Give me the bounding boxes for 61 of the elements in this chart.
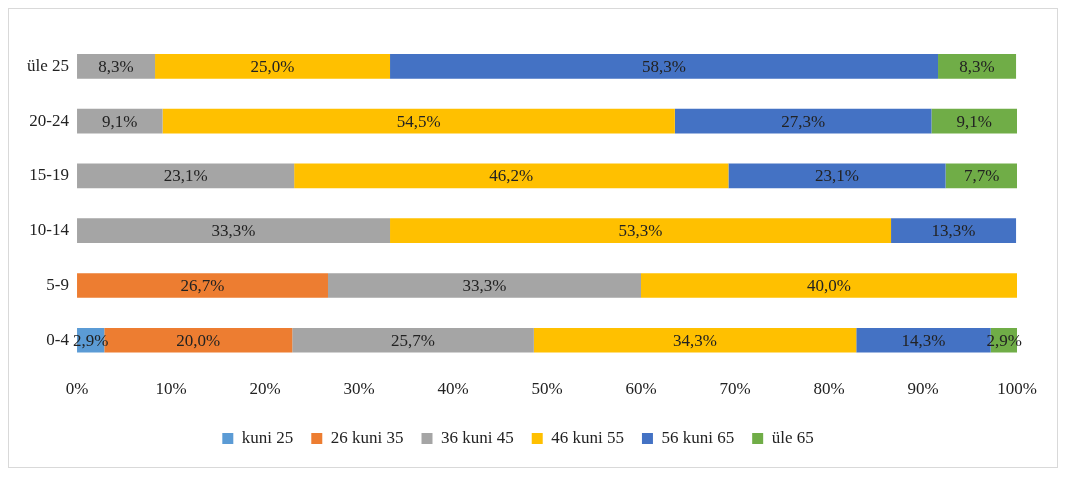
bar: [938, 54, 1017, 79]
bar: [155, 54, 391, 79]
x-tick-label: 30%: [343, 379, 375, 399]
data-label: 13,3%: [931, 221, 976, 241]
y-tick-label: üle 25: [26, 55, 70, 75]
data-label: 9,1%: [956, 111, 992, 131]
data-label: 46,2%: [489, 166, 534, 186]
legend-label: 46 kuni 55: [551, 427, 624, 447]
data-label: 33,3%: [211, 221, 256, 241]
legend-label: 36 kuni 45: [441, 427, 514, 447]
y-tick-label: 20-24: [29, 110, 70, 130]
data-label: 23,1%: [815, 166, 859, 186]
bar: [390, 218, 892, 244]
data-label: 40,0%: [807, 275, 851, 295]
data-label: 53,3%: [618, 221, 663, 241]
legend-label: 56 kuni 65: [661, 427, 735, 447]
legend-label: üle 65: [771, 427, 814, 447]
data-label: 23,1%: [163, 166, 208, 186]
bar: [674, 108, 932, 134]
bar: [728, 163, 946, 189]
x-tick-label: 70%: [719, 379, 751, 399]
data-label: 7,7%: [964, 166, 1000, 186]
x-tick-label: 40%: [437, 379, 469, 399]
x-tick-label: 80%: [813, 379, 845, 399]
y-tick-label: 5-9: [46, 274, 70, 294]
x-tick-label: 20%: [249, 379, 281, 399]
x-tick-label: 0%: [65, 379, 89, 399]
data-label: 26,7%: [180, 275, 225, 295]
x-tick-label: 60%: [625, 379, 657, 399]
bar: [162, 108, 675, 134]
bar: [292, 327, 534, 353]
data-label: 9,1%: [102, 111, 138, 131]
y-tick-label: 15-19: [29, 165, 70, 185]
bar: [390, 54, 939, 79]
data-label: 27,3%: [781, 111, 826, 131]
bar: [77, 273, 328, 298]
legend-label: 26 kuni 35: [330, 427, 404, 447]
data-label: 54,5%: [396, 111, 441, 131]
bar: [294, 163, 729, 189]
bar: [77, 163, 295, 189]
data-label: 25,7%: [391, 330, 436, 350]
data-label: 14,3%: [901, 330, 946, 350]
y-tick-label: 10-14: [29, 220, 70, 240]
y-tick-label: 0-4: [46, 329, 70, 349]
data-label: 34,3%: [673, 330, 718, 350]
data-label: 58,3%: [642, 56, 686, 76]
bar: [77, 218, 391, 244]
bar: [533, 327, 857, 353]
bar: [641, 273, 1017, 298]
bar: [327, 273, 642, 298]
data-label: 8,3%: [98, 56, 134, 76]
bar: [891, 218, 1017, 244]
data-label: 25,0%: [250, 56, 295, 76]
x-tick-label: 100%: [997, 379, 1037, 399]
x-tick-label: 50%: [531, 379, 563, 399]
data-label: 33,3%: [462, 275, 507, 295]
data-label: 20,0%: [176, 330, 221, 350]
x-tick-label: 10%: [155, 379, 187, 399]
data-label: 8,3%: [959, 56, 995, 76]
legend-label: kuni 25: [241, 427, 294, 447]
x-tick-label: 90%: [907, 379, 939, 399]
